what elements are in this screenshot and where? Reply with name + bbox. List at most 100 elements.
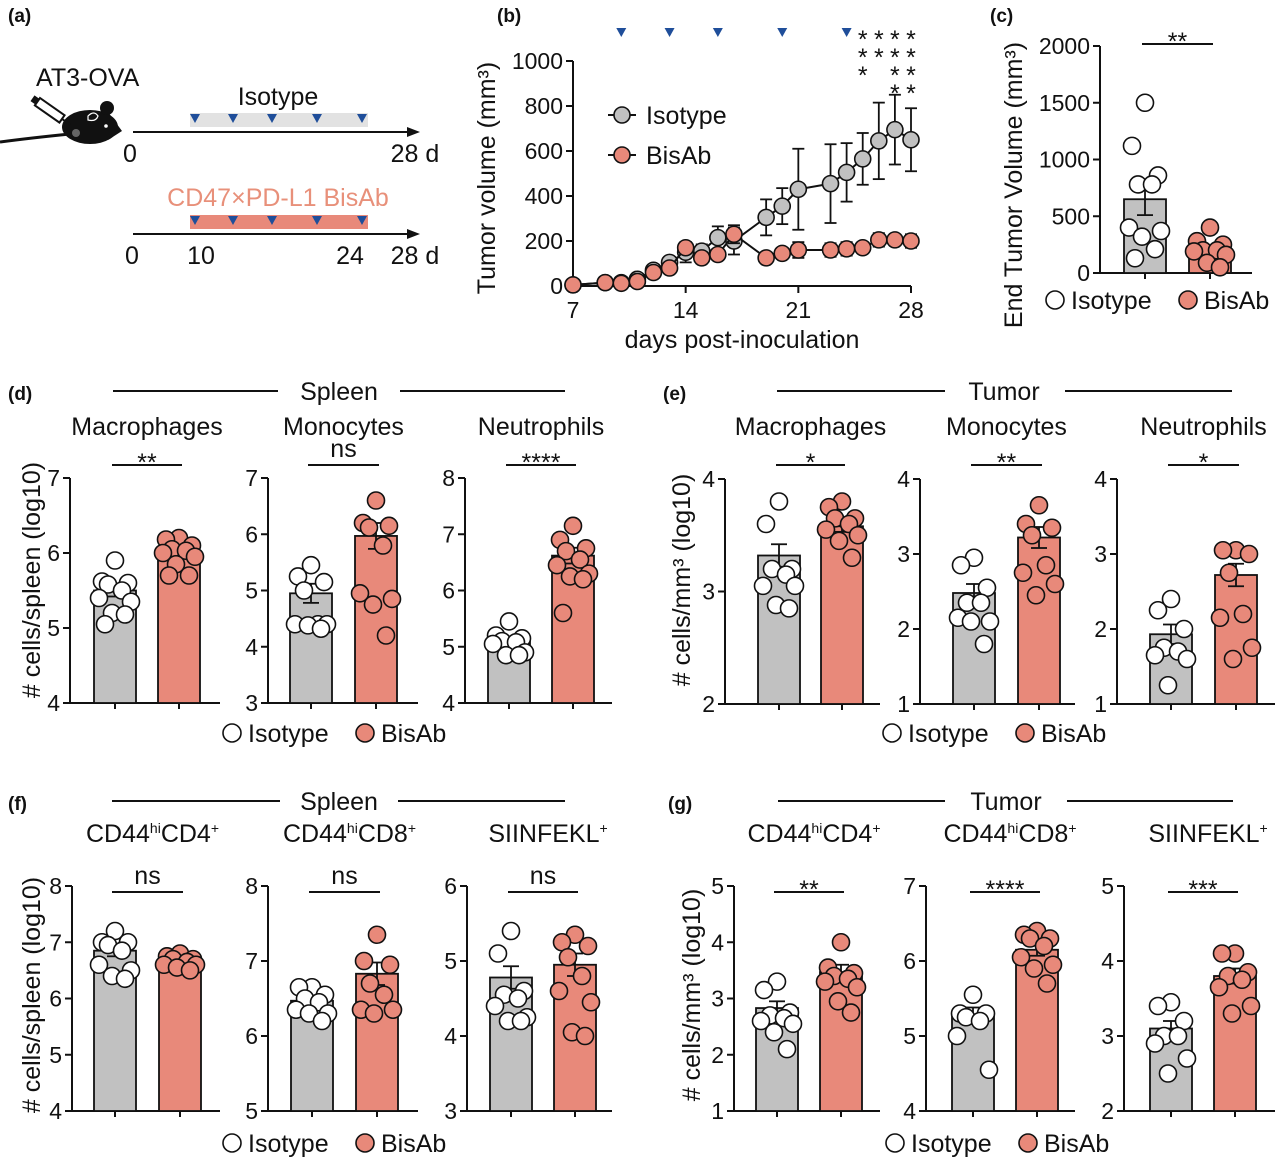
data-point [753, 576, 773, 596]
legend-label-bisab: BisAb [1041, 720, 1106, 748]
bar-chart-e-neutrophils: 1 2 3 4 * Neutrophils [1094, 413, 1275, 717]
significance-label: **** [522, 449, 561, 477]
data-point [1213, 540, 1233, 560]
data-point [547, 555, 567, 575]
data-point [1034, 936, 1054, 956]
bar-chart-f-cd44: 4 5 6 7 8 ns CD44hiCD4+ [49, 820, 220, 1124]
bar-chart-f-cd44: 5 6 7 8 ns CD44hiCD8+ [245, 820, 418, 1124]
data-point [558, 947, 578, 967]
data-point [105, 551, 125, 570]
bar-chart-g-cd44: 4 5 6 7 **** CD44hiCD8+ [903, 820, 1076, 1124]
bar-bisab [158, 961, 202, 1112]
data-point [1125, 248, 1145, 268]
data-point [314, 572, 334, 592]
data-point [870, 132, 888, 150]
panel-a-schematic: AT3-OVA Isotype 0 28 d CD47×PD-L1 BisAb … [0, 64, 439, 270]
title-superscript: + [1259, 820, 1267, 836]
data-point [1242, 638, 1262, 658]
y-tick-label: 2 [702, 691, 715, 717]
dose-triangle-icon [712, 28, 723, 37]
series-isotype [564, 93, 920, 294]
y-axis-label-g: # cells/mm³ (log10) [678, 889, 706, 1102]
chart-title: CD44hiCD8+ [283, 820, 416, 848]
data-point [769, 492, 789, 511]
data-point [383, 1000, 403, 1020]
dose-triangle-icon [190, 216, 200, 225]
dose-triangle-icon [228, 114, 238, 123]
title-part: CD44 [747, 820, 811, 848]
legend-c: Isotype BisAb [1045, 287, 1269, 315]
header-g: Tumor [778, 788, 1233, 816]
data-point [112, 941, 132, 960]
panel-label-a: (a) [8, 6, 31, 27]
y-tick-label: 3 [897, 541, 910, 567]
data-point [970, 1011, 990, 1031]
data-point [1148, 996, 1168, 1016]
mouse-icon [0, 101, 122, 144]
y-axis-label-d: # cells/spleen (log10) [18, 462, 46, 698]
data-point [1024, 959, 1044, 978]
y-tick-label: 8 [245, 873, 258, 899]
data-point [828, 992, 848, 1011]
y-tick-label: 1000 [512, 48, 563, 74]
data-point [180, 961, 200, 980]
data-point [485, 996, 505, 1016]
title-superscript: hi [1007, 820, 1018, 836]
data-point [829, 531, 849, 551]
header-e: Tumor [777, 378, 1232, 406]
dose-triangle-icon [357, 216, 367, 225]
y-tick-label: 7 [442, 521, 455, 547]
data-point [1145, 239, 1165, 259]
data-point [572, 966, 592, 986]
data-point [1212, 944, 1232, 963]
legend-marker-bisab [1018, 1133, 1038, 1153]
y-tick-label: 2 [711, 1042, 724, 1068]
data-point [581, 992, 601, 1012]
y-tick-label: 8 [442, 465, 455, 491]
significance-label: * [806, 449, 816, 477]
data-point [153, 543, 173, 563]
data-point [382, 589, 402, 609]
chart-title: SIINFEKL+ [1148, 820, 1267, 848]
y-axis-label: End Tumor Volume (mm³) [1000, 42, 1028, 328]
data-point [374, 985, 394, 1005]
group-header: Tumor [970, 788, 1041, 816]
title-part: CD44 [86, 820, 150, 848]
data-point [363, 595, 383, 614]
data-point [764, 1022, 784, 1042]
y-tick-label: 1000 [1039, 147, 1090, 173]
legend-marker-isotype [222, 723, 242, 743]
panel-label-b: (b) [497, 6, 521, 27]
legend-label-bisab: BisAb [381, 1130, 446, 1158]
data-point [511, 1011, 531, 1031]
data-point [848, 525, 868, 545]
data-point [1142, 175, 1162, 194]
data-point [1209, 977, 1229, 997]
legend-d: Isotype BisAb [222, 720, 446, 748]
y-tick-label: 200 [525, 228, 563, 254]
chart-title: Neutrophils [478, 413, 604, 441]
bar-chart-g-siinfekl: 2 3 4 5 *** SIINFEKL+ [1101, 820, 1275, 1124]
dose-triangle-icon [190, 114, 200, 123]
title-part: CD4 [161, 820, 211, 848]
title-part: CD4 [822, 820, 872, 848]
y-tick-label: 1 [897, 691, 910, 717]
legend-f: Isotype BisAb [222, 1130, 446, 1158]
dose-triangle-icon [777, 28, 788, 37]
chart-title: CD44hiCD8+ [943, 820, 1076, 848]
data-point [380, 955, 400, 975]
significance-label: **** [986, 876, 1025, 904]
significance-star: * [890, 44, 900, 72]
significance-star: * [906, 26, 916, 54]
y-tick-label: 0 [550, 273, 563, 299]
data-point [549, 981, 569, 1001]
data-point [1026, 585, 1046, 605]
data-point [1241, 996, 1261, 1016]
title-superscript: + [408, 820, 416, 836]
data-point [364, 1004, 384, 1023]
data-point [886, 120, 904, 139]
data-point [350, 584, 370, 603]
y-axis-label-e: # cells/mm³ (log10) [668, 474, 696, 687]
data-point [553, 603, 573, 623]
y-tick-label: 2000 [1039, 33, 1090, 59]
